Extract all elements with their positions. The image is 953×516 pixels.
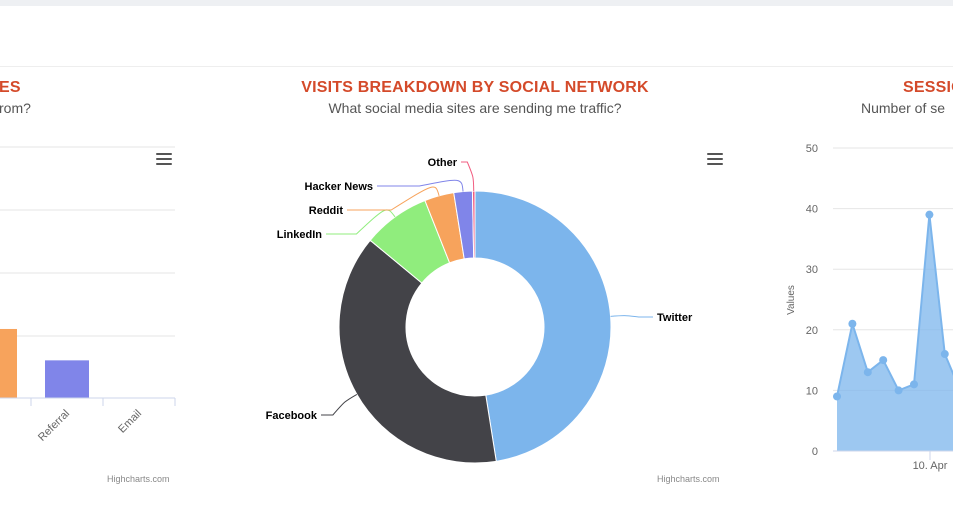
- donut-label-hacker-news: Hacker News: [305, 181, 374, 193]
- center-chart-panel: VISITS BREAKDOWN BY SOCIAL NETWORK What …: [240, 67, 735, 516]
- donut-label-facebook: Facebook: [266, 410, 318, 422]
- donut-connector-linkedin: [326, 209, 396, 235]
- area-fill: [837, 214, 953, 451]
- right-chart-panel: SESSIO Number of se 0 10 20 30 40 50 Values 1…: [770, 67, 953, 516]
- center-chart-credit[interactable]: Highcharts.com: [657, 474, 720, 484]
- area-point[interactable]: [863, 368, 872, 377]
- area-point[interactable]: [894, 386, 903, 395]
- center-chart-menu-icon[interactable]: [707, 153, 723, 165]
- donut-connector-twitter: [610, 315, 653, 318]
- left-chart-menu-icon[interactable]: [156, 153, 172, 165]
- area-point[interactable]: [833, 392, 841, 401]
- area-point[interactable]: [925, 210, 934, 219]
- donut-chart: Twitter Facebook LinkedIn Reddit Hacker News…: [266, 157, 693, 464]
- donut-slice-other[interactable]: [471, 190, 476, 259]
- right-y-tick-label: 0: [812, 446, 818, 458]
- right-y-tick-label: 50: [806, 143, 818, 155]
- donut-slice-twitter[interactable]: [474, 190, 612, 462]
- area-point[interactable]: [940, 350, 949, 359]
- left-chart-subtitle: rom?: [0, 100, 31, 116]
- donut-connector-hacker-news: [377, 179, 464, 192]
- right-y-axis-label: Values: [786, 285, 797, 315]
- header-divider: [0, 66, 953, 67]
- donut-connector-facebook: [321, 393, 358, 416]
- top-bar: [0, 0, 953, 6]
- donut-connector-reddit: [347, 186, 440, 211]
- donut-label-twitter: Twitter: [657, 312, 693, 324]
- donut-label-linkedin: LinkedIn: [277, 229, 323, 241]
- left-x-label-email: Email: [116, 408, 144, 436]
- left-chart-panel: ES rom? Referral Email Highcharts.com: [0, 67, 185, 516]
- left-chart-title: ES: [0, 79, 21, 96]
- area-point[interactable]: [910, 380, 918, 389]
- right-area-chart: 0 10 20 30 40 50 Values 10. Apr: [786, 143, 953, 472]
- left-bar-chart: Referral Email: [0, 146, 176, 444]
- left-chart-credit[interactable]: Highcharts.com: [107, 474, 170, 484]
- right-y-tick-label: 10: [806, 385, 818, 397]
- donut-slice-facebook[interactable]: [338, 239, 497, 464]
- left-x-label-referral: Referral: [36, 408, 72, 444]
- left-bar-referral: [45, 360, 89, 398]
- right-chart-title: SESSIO: [903, 79, 953, 96]
- area-point[interactable]: [848, 319, 857, 328]
- donut-label-reddit: Reddit: [309, 205, 344, 217]
- area-point[interactable]: [879, 356, 888, 365]
- donut-connector-other: [461, 161, 475, 192]
- right-y-tick-label: 20: [806, 325, 818, 337]
- right-chart-subtitle: Number of se: [861, 100, 946, 116]
- right-y-tick-label: 40: [806, 204, 818, 216]
- donut-label-other: Other: [428, 157, 458, 169]
- right-y-tick-label: 30: [806, 264, 818, 276]
- right-x-tick-label: 10. Apr: [913, 460, 948, 472]
- left-bar-partial: [0, 328, 17, 398]
- center-chart-subtitle: What social media sites are sending me t…: [328, 100, 622, 116]
- center-chart-title: VISITS BREAKDOWN BY SOCIAL NETWORK: [301, 79, 649, 96]
